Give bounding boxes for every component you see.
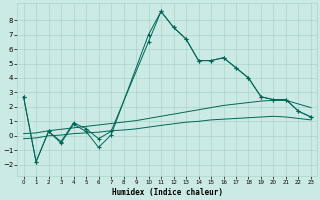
X-axis label: Humidex (Indice chaleur): Humidex (Indice chaleur) [112,188,223,197]
